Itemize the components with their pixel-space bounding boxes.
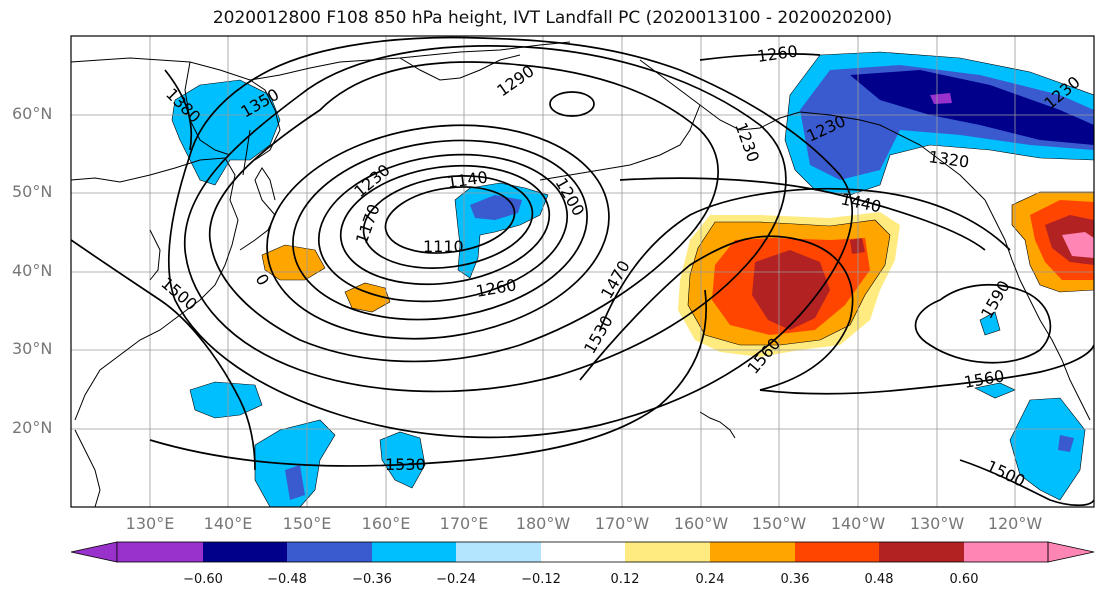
coastline-japan (239, 167, 276, 251)
anomaly-max-coast (1062, 232, 1094, 258)
map-frame (70, 35, 1095, 508)
colorbar-tick-label: 0.60 (949, 572, 979, 587)
colorbar-segment (372, 542, 456, 562)
anomaly-area-kamchatka (171, 79, 281, 186)
colorbar-extend-left (70, 541, 118, 563)
colorbar-segment (287, 542, 372, 562)
colorbar-tick-label: −0.36 (352, 572, 392, 587)
coastline-north-america (984, 199, 1091, 421)
colorbar-tick-label: −0.12 (521, 572, 561, 587)
coastline-okhotsk (184, 61, 231, 156)
contour-1260-north (699, 52, 821, 61)
contour-low-1200 (317, 153, 569, 303)
colorbar-segment (879, 542, 964, 562)
longitude-label: 150°W (751, 514, 807, 533)
colorbar-extend-right (1047, 541, 1095, 563)
contour-1290 (208, 61, 719, 363)
coastline-alaska (639, 59, 986, 201)
colorbar-segment (795, 542, 879, 562)
longitude-label: 170°E (439, 514, 489, 533)
anomaly-area-marianas (254, 419, 336, 507)
colorbar-segment (541, 542, 625, 562)
colorbar-tick-label: 0.48 (864, 572, 894, 587)
colorbar-segment (456, 542, 541, 562)
colorbar-tick-label: −0.60 (183, 572, 223, 587)
latitude-label: 30°N (12, 339, 53, 358)
colorbar (70, 541, 1095, 563)
latitude-label: 20°N (12, 418, 53, 437)
colorbar-segment (625, 542, 710, 562)
contour-1440 (619, 177, 986, 251)
contour-1500-south (959, 459, 1094, 507)
colorbar-tick-label: −0.24 (436, 572, 476, 587)
contour-1320 (183, 45, 787, 393)
latitude-label: 60°N (12, 104, 53, 123)
longitude-label: 140°W (830, 514, 886, 533)
map-plot-area: 1380 1350 1290 1260 1230 1230 1230 1320 … (71, 36, 1094, 507)
longitude-label: 120°W (987, 514, 1043, 533)
colorbar-tick-label: 0.36 (780, 572, 810, 587)
longitude-label: 130°W (909, 514, 965, 533)
longitude-label: 170°W (594, 514, 650, 533)
coastline-korea (149, 229, 161, 281)
longitude-label: 130°E (125, 514, 175, 533)
coastline-philippines (74, 429, 101, 507)
contour-1500-east (914, 284, 1052, 364)
colorbar-segment (117, 542, 203, 562)
contour-1560 (759, 344, 1094, 395)
anomaly-core-east-pacific (1058, 435, 1074, 452)
contour-label: 1110 (423, 237, 464, 256)
contour-low-1260 (266, 124, 610, 340)
anomaly-area-small-2 (979, 311, 1001, 336)
coastline-siberia (71, 41, 571, 81)
latitude-label: 40°N (12, 261, 53, 280)
contour-low-1170 (339, 164, 551, 286)
map-title: 2020012800 F108 850 hPa height, IVT Land… (212, 8, 893, 28)
negative-anomaly-areas (171, 51, 1094, 507)
colorbar-segment (203, 542, 287, 562)
coastline-chukotka (399, 54, 521, 81)
contour-1470 (599, 187, 1011, 331)
colorbar-tick-label: 0.24 (695, 572, 725, 587)
contour-1530 (149, 289, 708, 467)
anomaly-area-central-pacific (379, 431, 426, 489)
contour-label: 1530 (385, 455, 426, 474)
anomaly-core-marianas (285, 465, 305, 500)
anomaly-core-alaska (850, 70, 1094, 145)
colorbar-tick-label: 0.12 (610, 572, 640, 587)
colorbar-tick-label: −0.48 (267, 572, 307, 587)
latitude-label: 50°N (12, 182, 53, 201)
height-contours (71, 36, 1094, 507)
coastline-kamchatka (249, 79, 281, 161)
longitude-label: 160°E (361, 514, 411, 533)
graticule (71, 36, 1094, 507)
contour-1530-north (579, 235, 854, 391)
contour-1380 (164, 69, 193, 151)
contour-low-1230 (292, 139, 588, 321)
longitude-label: 160°W (673, 514, 729, 533)
coastlines (71, 41, 1091, 507)
contour-low-1140 (362, 175, 534, 269)
colorbar-segment (710, 542, 795, 562)
longitude-label: 180°W (515, 514, 571, 533)
contour-1500-west (71, 239, 256, 471)
anomaly-peak-small (850, 238, 865, 254)
longitude-label: 150°E (282, 514, 332, 533)
anomaly-area-east-pacific (1009, 397, 1086, 501)
coastline-hawaii (699, 411, 736, 439)
contour-small-high (549, 91, 595, 117)
coastline-alaska-peninsula (539, 104, 701, 181)
longitude-label: 140°E (203, 514, 253, 533)
anomaly-peak-alaska (930, 93, 952, 104)
coastline-asia (71, 157, 239, 421)
anomaly-peak-east-pacific-high (752, 250, 830, 330)
colorbar-segment (964, 542, 1048, 562)
contour-low-1110 (384, 186, 516, 254)
contour-1350 (167, 36, 854, 439)
